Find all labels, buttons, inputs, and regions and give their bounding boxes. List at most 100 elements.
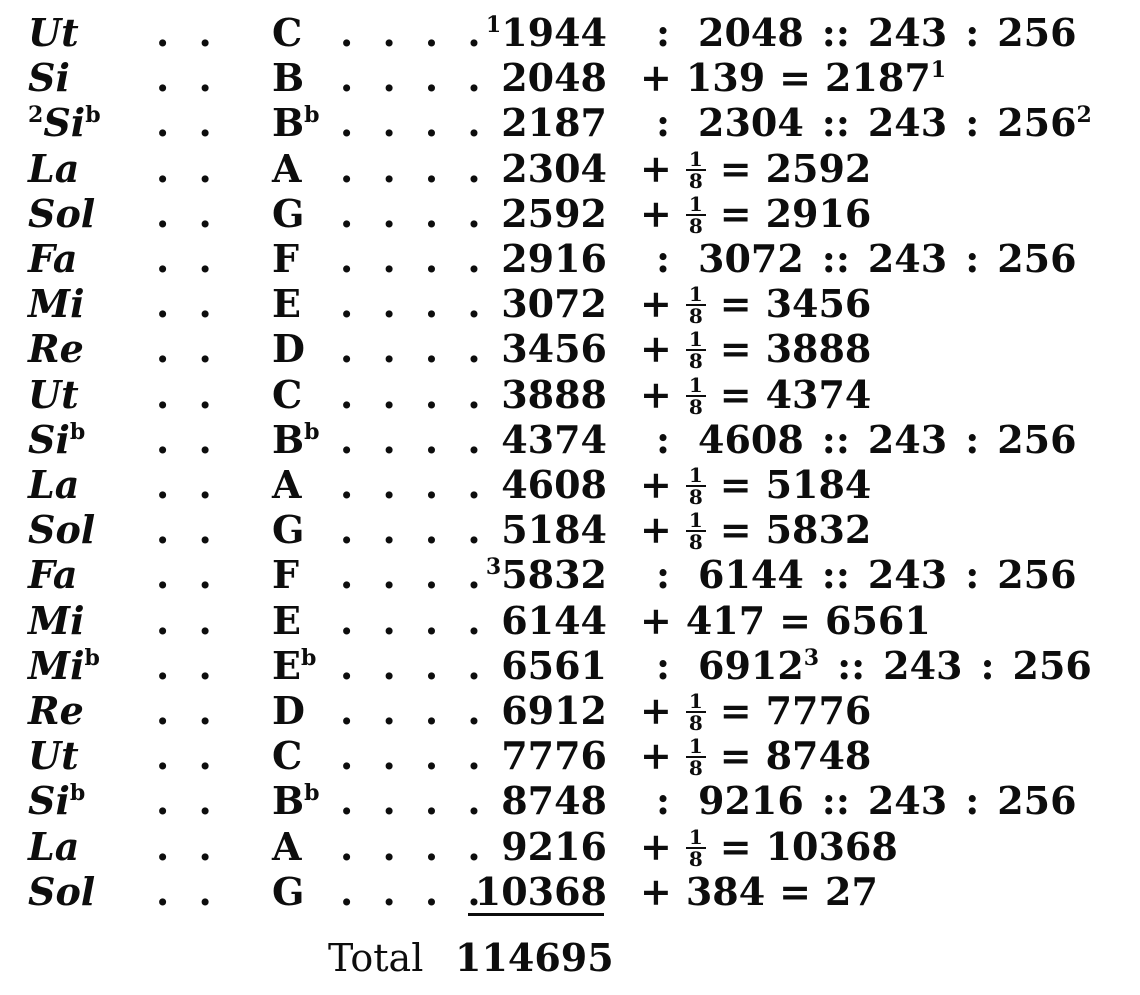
leader-dots: . . . .: [340, 55, 489, 101]
syllable-text: Si: [43, 100, 86, 146]
table-row: Fa. .F. . . . 2916:3072:: 243:256: [0, 236, 1140, 282]
footnote-marker: 3: [485, 554, 502, 581]
ratio-term: 256: [997, 100, 1077, 146]
result-value: 5832: [765, 507, 872, 553]
leader-dots: . . . .: [340, 100, 489, 146]
syllable-text: La: [28, 145, 80, 191]
table-row: Ut . . C . . . . 7776 +1 8 = 8748: [0, 733, 1140, 779]
leader-dots: . .: [156, 642, 220, 688]
leader-dots: . . . .: [340, 597, 489, 643]
ratio-term: 256: [997, 778, 1077, 824]
proportion-separator: ::: [821, 236, 850, 281]
table-row: Sib. . Bb. . . . 8748:9216:: 243:256: [0, 778, 1140, 824]
leader-dots: . . . .: [340, 778, 489, 824]
solfege-syllable: Re: [28, 326, 84, 372]
letter-text: A: [272, 462, 302, 507]
letter-text: A: [272, 823, 302, 869]
table-row: Sol . . G . . . . 10368 +384 = 27: [0, 869, 1140, 915]
note-letter: E: [272, 281, 301, 327]
table-row: Si . . B . . . . 2048 +139 = 21871: [0, 55, 1140, 101]
letter-text: E: [272, 597, 301, 643]
plus-sign: +: [640, 371, 672, 417]
relation: +1 8 = 3456: [640, 281, 871, 327]
relation: +1 8 = 2916: [640, 191, 871, 237]
leader-dots: . . . .: [340, 281, 489, 327]
value-text: 9216: [501, 823, 607, 869]
ratio-value: 6144: [455, 598, 607, 644]
leader-dots: . .: [156, 236, 220, 281]
fraction-denominator: 8: [688, 213, 703, 238]
equals-sign: =: [779, 597, 812, 643]
note-letter: G: [272, 869, 304, 915]
ratio-value: 9216: [455, 824, 607, 870]
flat-sign: b: [85, 102, 101, 129]
letter-text: D: [272, 326, 305, 372]
equals-sign: =: [719, 190, 752, 236]
solfege-syllable: La: [28, 462, 79, 508]
proportion-separator: ::: [821, 552, 850, 598]
fraction-denominator: 8: [688, 168, 703, 193]
leader-dots: . .: [156, 190, 220, 236]
fraction-denominator: 8: [688, 394, 703, 419]
letter-text: C: [272, 733, 303, 779]
fraction-denominator: 8: [688, 530, 703, 555]
ratio-value: 7776: [455, 733, 607, 779]
fraction-numerator: 1: [685, 149, 706, 171]
table-row: La . . A . . . . 4608 +1 8 = 5184: [0, 462, 1140, 508]
ratio-value: 35832: [455, 552, 607, 598]
letter-text: B: [272, 778, 305, 824]
fraction-numerator: 1: [685, 284, 706, 307]
ratio-term: 243: [867, 236, 948, 281]
ratio-separator: :: [656, 416, 671, 462]
note-letter: D: [272, 326, 305, 372]
leader-dots: . . . .: [340, 236, 489, 281]
ratio-term: 243: [867, 100, 948, 146]
note-letter: F: [272, 236, 299, 282]
ratio-separator: :: [980, 642, 995, 688]
flat-sign: b: [69, 780, 86, 807]
letter-text: F: [272, 552, 299, 598]
note-letter: C: [272, 372, 302, 418]
ratio-term: 9216: [698, 778, 804, 824]
syllable-text: Ut: [28, 733, 79, 779]
solfege-syllable: La: [28, 146, 79, 192]
leader-dots: . .: [156, 823, 220, 869]
syllable-text: Fa: [28, 552, 78, 598]
leader-dots: . .: [156, 778, 220, 824]
fraction-numerator: 1: [685, 827, 706, 849]
result-value: 8748: [765, 733, 872, 779]
ratio-term: 243: [867, 778, 948, 824]
solfege-syllable: Fa: [28, 552, 78, 598]
footnote-marker: 3: [803, 644, 820, 671]
relation: +1 8 = 8748: [640, 733, 871, 779]
plus-sign: +: [640, 326, 672, 372]
value-text: 8748: [501, 778, 607, 824]
plus-sign: +: [640, 281, 672, 327]
letter-text: D: [272, 688, 305, 733]
equals-sign: =: [719, 371, 752, 417]
note-letter: A: [272, 146, 301, 192]
ratio-separator: :: [656, 100, 671, 146]
leader-dots: . .: [156, 326, 220, 372]
note-letter: C: [272, 10, 302, 56]
syllable-text: La: [28, 823, 80, 869]
leader-dots: . .: [156, 552, 220, 598]
letter-text: E: [272, 642, 301, 688]
result-value: 2187: [825, 55, 931, 101]
syllable-text: Si: [28, 55, 70, 101]
ratio-separator: :: [656, 642, 671, 688]
value-text: 7776: [501, 733, 607, 779]
leader-dots: . .: [156, 145, 220, 191]
letter-text: G: [272, 190, 305, 236]
table-row: Sib. . Bb. . . . 4374:4608:: 243:256: [0, 417, 1140, 463]
letter-text: G: [272, 507, 305, 553]
leader-dots: . .: [156, 55, 220, 101]
ratio-value: 5184: [455, 507, 607, 553]
proportion-separator: ::: [821, 100, 850, 146]
leader-dots: . .: [156, 733, 220, 779]
value-text: 2187: [501, 100, 607, 146]
leader-dots: . .: [156, 688, 220, 733]
